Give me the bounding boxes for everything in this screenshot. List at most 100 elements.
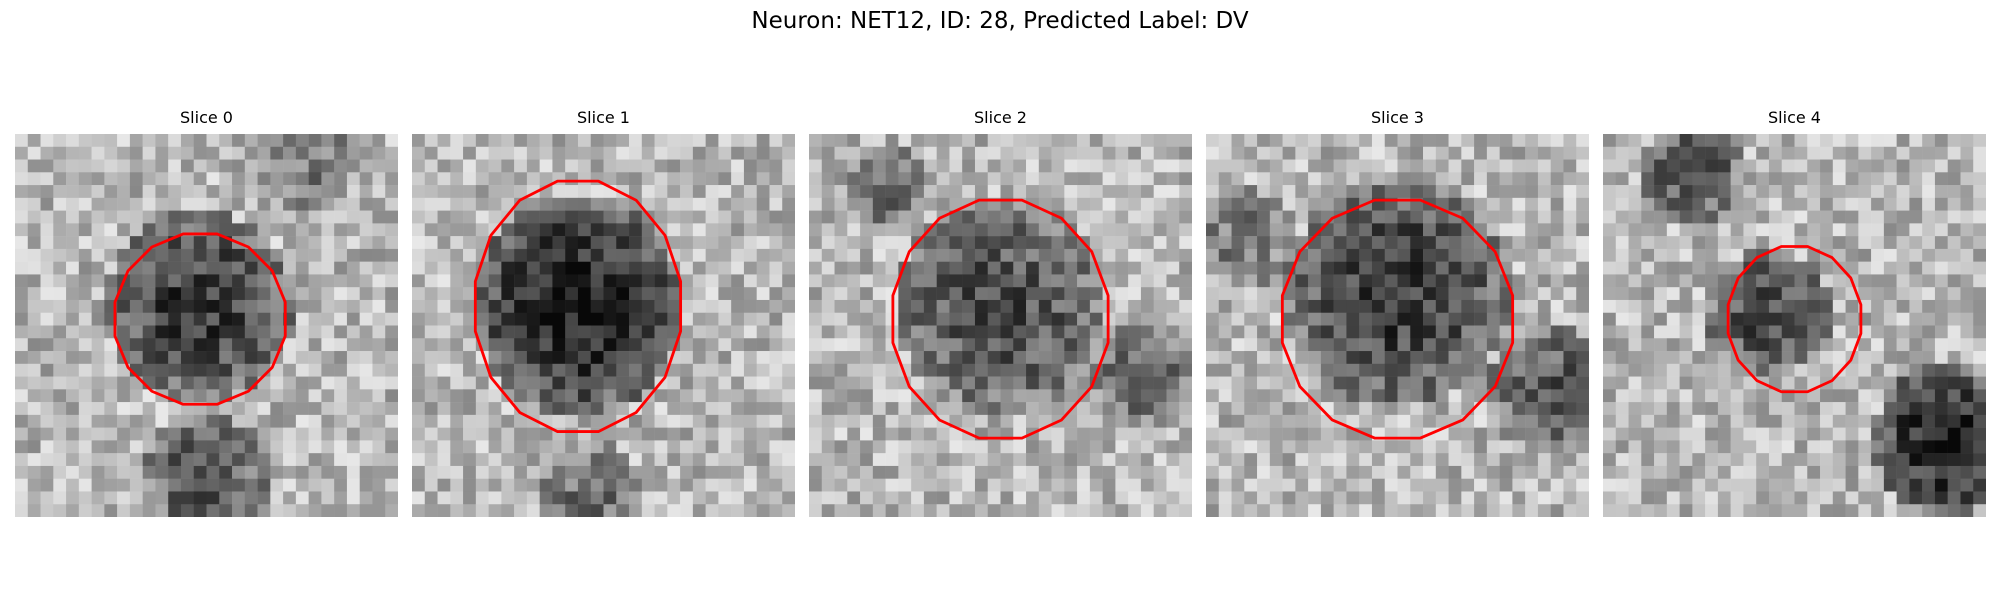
image-pixel <box>244 402 258 416</box>
image-pixel <box>680 363 694 377</box>
image-pixel <box>1013 491 1027 505</box>
image-pixel <box>1038 134 1052 148</box>
image-pixel <box>743 414 757 428</box>
image-pixel <box>1666 185 1680 199</box>
image-pixel <box>193 440 207 454</box>
slice-image-3 <box>1206 134 1589 517</box>
image-pixel <box>565 185 579 199</box>
image-pixel <box>180 299 194 313</box>
image-pixel <box>463 376 477 390</box>
image-pixel <box>1051 389 1065 403</box>
image-pixel <box>1768 351 1782 365</box>
image-pixel <box>1077 351 1091 365</box>
image-pixel <box>1615 274 1629 288</box>
image-pixel <box>577 299 591 313</box>
image-pixel <box>1871 338 1885 352</box>
image-pixel <box>565 287 579 301</box>
image-pixel <box>1576 159 1589 173</box>
image-pixel <box>743 185 757 199</box>
image-pixel <box>911 453 925 467</box>
image-pixel <box>1525 363 1539 377</box>
image-pixel <box>321 427 335 441</box>
image-pixel <box>104 159 118 173</box>
image-pixel <box>104 440 118 454</box>
image-pixel <box>308 325 322 339</box>
image-pixel <box>27 414 41 428</box>
image-pixel <box>654 491 668 505</box>
image-pixel <box>1153 248 1167 262</box>
image-pixel <box>552 376 566 390</box>
image-pixel <box>1705 299 1719 313</box>
image-pixel <box>232 287 246 301</box>
image-pixel <box>1140 159 1154 173</box>
image-pixel <box>193 210 207 224</box>
image-pixel <box>1820 210 1834 224</box>
image-pixel <box>129 185 143 199</box>
image-pixel <box>155 185 169 199</box>
image-pixel <box>1000 261 1014 275</box>
image-pixel <box>1845 248 1859 262</box>
image-pixel <box>1871 236 1885 250</box>
image-pixel <box>1026 440 1040 454</box>
image-pixel <box>1615 299 1629 313</box>
image-pixel <box>475 159 489 173</box>
image-pixel <box>1628 274 1642 288</box>
image-pixel <box>1153 210 1167 224</box>
image-pixel <box>1077 427 1091 441</box>
image-pixel <box>1615 159 1629 173</box>
image-pixel <box>1000 363 1014 377</box>
image-pixel <box>346 248 360 262</box>
image-pixel <box>1153 504 1167 517</box>
image-pixel <box>1282 185 1296 199</box>
image-pixel <box>1768 414 1782 428</box>
image-pixel <box>283 376 297 390</box>
image-pixel <box>539 389 553 403</box>
image-pixel <box>1730 325 1744 339</box>
image-pixel <box>475 274 489 288</box>
image-pixel <box>475 376 489 390</box>
image-pixel <box>117 210 131 224</box>
image-pixel <box>488 197 502 211</box>
image-pixel <box>1461 478 1475 492</box>
image-pixel <box>437 338 451 352</box>
image-pixel <box>1244 414 1258 428</box>
image-pixel <box>962 223 976 237</box>
image-pixel <box>1743 440 1757 454</box>
image-pixel <box>385 427 398 441</box>
image-pixel <box>1692 312 1706 326</box>
image-pixel <box>641 427 655 441</box>
image-pixel <box>1730 504 1744 517</box>
image-pixel <box>1820 197 1834 211</box>
image-pixel <box>1654 440 1668 454</box>
image-pixel <box>1038 453 1052 467</box>
image-pixel <box>565 248 579 262</box>
image-pixel <box>15 478 29 492</box>
image-pixel <box>577 274 591 288</box>
image-pixel <box>1871 185 1885 199</box>
image-pixel <box>1051 325 1065 339</box>
image-pixel <box>1206 197 1220 211</box>
image-pixel <box>91 159 105 173</box>
image-pixel <box>295 414 309 428</box>
image-pixel <box>1231 287 1245 301</box>
image-pixel <box>1474 287 1488 301</box>
image-pixel <box>629 197 643 211</box>
image-pixel <box>1922 172 1936 186</box>
image-pixel <box>1896 427 1910 441</box>
image-pixel <box>155 146 169 160</box>
image-pixel <box>450 491 464 505</box>
image-pixel <box>1218 312 1232 326</box>
image-pixel <box>834 402 848 416</box>
image-pixel <box>1269 223 1283 237</box>
image-pixel <box>257 465 271 479</box>
image-pixel <box>898 440 912 454</box>
image-pixel <box>412 453 426 467</box>
image-pixel <box>1628 363 1642 377</box>
image-pixel <box>206 376 220 390</box>
image-pixel <box>1960 134 1974 148</box>
image-pixel <box>1654 389 1668 403</box>
image-pixel <box>1051 236 1065 250</box>
image-pixel <box>334 504 348 517</box>
image-pixel <box>1448 427 1462 441</box>
image-pixel <box>321 274 335 288</box>
